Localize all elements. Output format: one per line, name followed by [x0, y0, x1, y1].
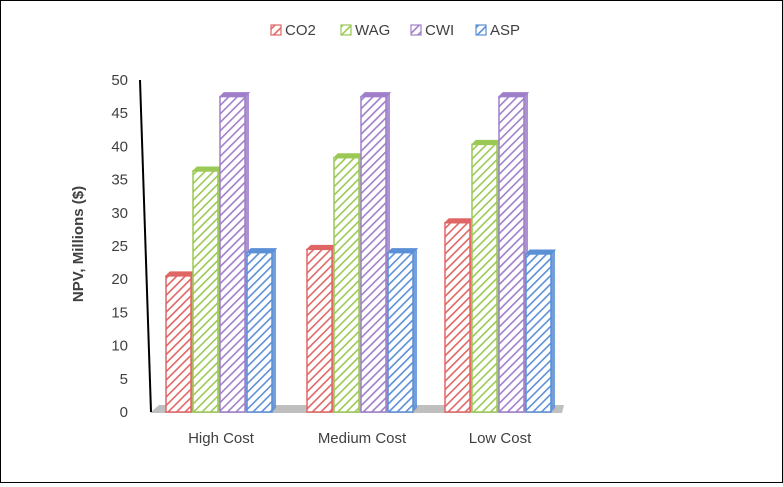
bar-side — [272, 248, 276, 412]
y-tick-label: 25 — [111, 238, 128, 255]
legend-label: WAG — [355, 22, 390, 39]
bar-side — [551, 249, 555, 412]
bar-asp-high-cost — [245, 248, 278, 413]
bar-side — [413, 248, 417, 412]
y-tick-label: 15 — [111, 304, 128, 321]
legend-item-co2: CO2 — [270, 22, 316, 39]
bar-co2-medium-cost — [305, 244, 338, 413]
legend-item-cwi: CWI — [410, 22, 454, 39]
y-axis: 0 5 10 15 20 25 30 35 40 45 50 — [111, 72, 152, 421]
x-tick-label: High Cost — [188, 430, 255, 447]
bar-cwi-medium-cost — [359, 92, 392, 413]
y-axis-line — [139, 79, 152, 413]
bar-asp-low-cost — [524, 249, 557, 413]
y-tick-label: 0 — [120, 404, 128, 421]
x-axis: High Cost Medium Cost Low Cost — [188, 430, 532, 447]
bar-wag-low-cost — [470, 139, 503, 413]
x-tick-label: Low Cost — [469, 430, 532, 447]
bar-front — [360, 95, 387, 413]
bar-co2-low-cost — [443, 218, 476, 413]
y-tick-label: 30 — [111, 205, 128, 222]
legend-label: CO2 — [285, 22, 316, 39]
legend-swatch — [340, 24, 352, 36]
y-tick-label: 35 — [111, 172, 128, 189]
legend-swatch — [410, 24, 422, 36]
bar-front — [333, 156, 360, 413]
legend-swatch — [475, 24, 487, 36]
bar-front — [192, 170, 219, 413]
y-tick-label: 5 — [120, 371, 128, 388]
bar-front — [165, 275, 192, 413]
legend-swatch — [270, 24, 282, 36]
bar-front — [387, 251, 414, 413]
legend-label: ASP — [490, 22, 520, 39]
bar-front — [444, 222, 471, 413]
y-tick-label: 50 — [111, 72, 128, 89]
bar-front — [306, 248, 333, 413]
bar-front — [525, 253, 552, 413]
y-tick-label: 20 — [111, 271, 128, 288]
bar-front — [498, 95, 525, 413]
legend-label: CWI — [425, 22, 454, 39]
bar-front — [219, 95, 246, 413]
bar-wag-medium-cost — [332, 153, 365, 413]
x-tick-label: Medium Cost — [318, 430, 407, 447]
bar-wag-high-cost — [191, 166, 224, 413]
y-axis-label: NPV, Millions ($) — [70, 186, 87, 302]
bar-cwi-low-cost — [497, 92, 530, 413]
bar-cwi-high-cost — [218, 92, 251, 413]
legend-item-wag: WAG — [340, 22, 390, 39]
bar-front — [471, 143, 498, 413]
legend-item-asp: ASP — [475, 22, 520, 39]
bar-asp-medium-cost — [386, 248, 419, 413]
y-tick-label: 45 — [111, 105, 128, 122]
bar-front — [246, 251, 273, 413]
y-tick-label: 10 — [111, 338, 128, 355]
y-tick-label: 40 — [111, 138, 128, 155]
legend: CO2 WAG CWI ASP — [270, 22, 520, 39]
bars — [164, 92, 557, 413]
bar-co2-high-cost — [164, 271, 197, 413]
